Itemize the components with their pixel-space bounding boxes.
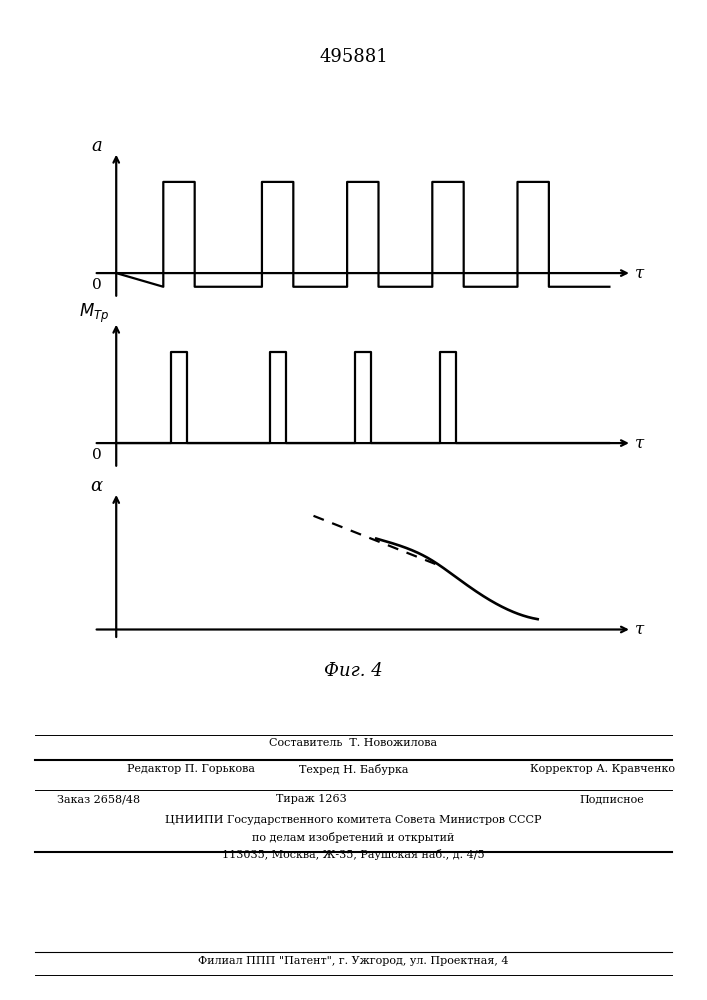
Text: τ: τ bbox=[634, 621, 644, 638]
Text: 0: 0 bbox=[92, 448, 101, 462]
Text: Подписное: Подписное bbox=[580, 794, 645, 804]
Text: ЦНИИПИ Государственного комитета Совета Министров СССР: ЦНИИПИ Государственного комитета Совета … bbox=[165, 815, 542, 825]
Text: Заказ 2658/48: Заказ 2658/48 bbox=[57, 794, 140, 804]
Text: Корректор А. Кравченко: Корректор А. Кравченко bbox=[530, 764, 675, 774]
Text: Фиг. 4: Фиг. 4 bbox=[324, 662, 383, 680]
Text: 113035, Москва, Ж-35, Раушская наб., д. 4/5: 113035, Москва, Ж-35, Раушская наб., д. … bbox=[222, 849, 485, 860]
Text: 0: 0 bbox=[92, 278, 101, 292]
Text: Филиал ППП "Патент", г. Ужгород, ул. Проектная, 4: Филиал ППП "Патент", г. Ужгород, ул. Про… bbox=[198, 956, 509, 966]
Text: по делам изобретений и открытий: по делам изобретений и открытий bbox=[252, 832, 455, 843]
Text: τ: τ bbox=[634, 435, 644, 452]
Text: α: α bbox=[90, 477, 103, 495]
Text: Тираж 1263: Тираж 1263 bbox=[276, 794, 346, 804]
Text: Редактор П. Горькова: Редактор П. Горькова bbox=[127, 764, 255, 774]
Text: $M_{\mathit{Тр}}$: $M_{\mathit{Тр}}$ bbox=[78, 301, 109, 325]
Text: τ: τ bbox=[634, 265, 644, 282]
Text: Техред Н. Бабурка: Техред Н. Бабурка bbox=[299, 764, 408, 775]
Text: 495881: 495881 bbox=[319, 48, 388, 66]
Text: a: a bbox=[91, 137, 102, 155]
Text: Составитель  Т. Новожилова: Составитель Т. Новожилова bbox=[269, 738, 438, 748]
